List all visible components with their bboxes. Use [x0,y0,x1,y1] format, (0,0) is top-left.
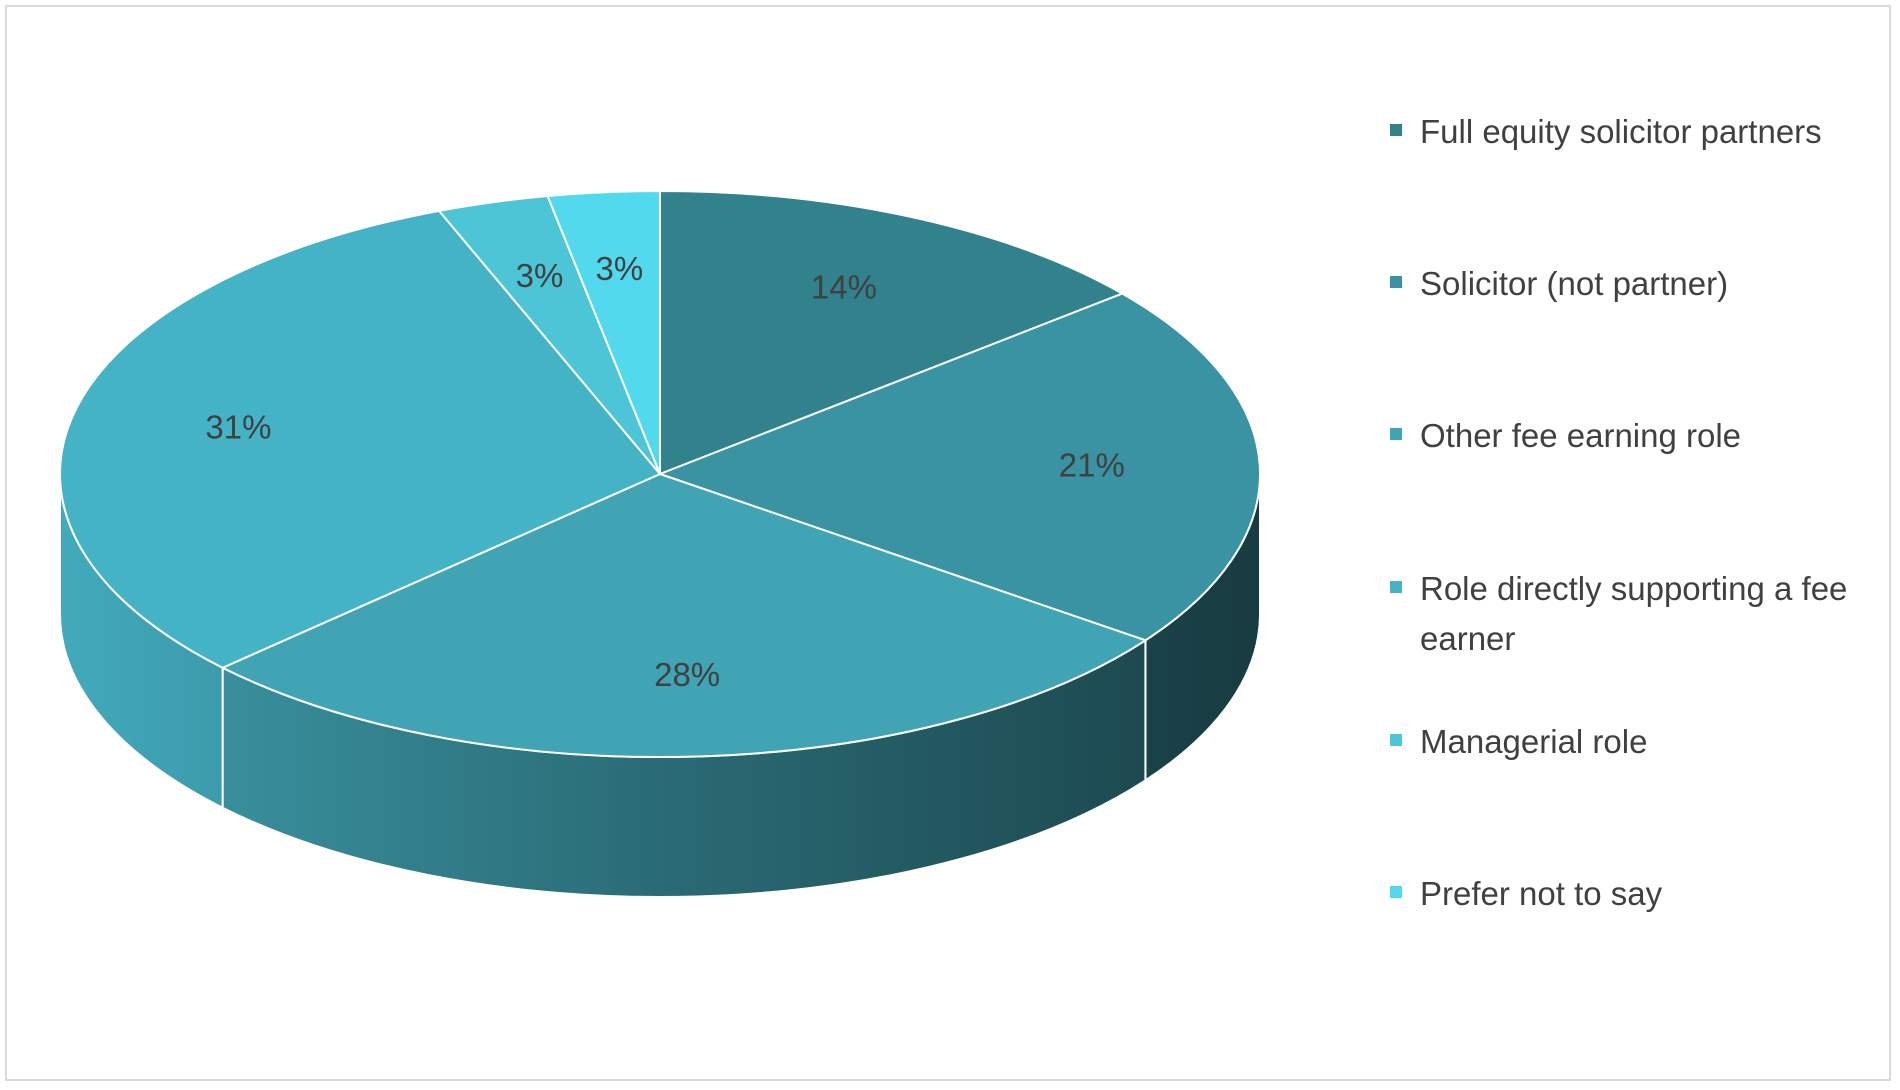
data-label: 31% [205,408,271,445]
legend-item: Managerial role [1390,717,1860,767]
data-label: 3% [595,250,643,287]
legend-swatch [1390,428,1402,440]
legend-label: Other fee earning role [1420,417,1742,454]
slice [546,189,661,475]
legend-label: Solicitor (not partner) [1420,265,1729,302]
legend-item: Other fee earning role [1390,411,1860,461]
legend-item: Full equity solicitor partners [1390,107,1860,157]
legend-swatch [1390,886,1402,898]
data-label: 3% [516,257,564,294]
slice [220,472,1148,758]
data-label: 28% [654,656,720,693]
legend-swatch [1390,276,1402,288]
legend-label: Full equity solicitor partners [1420,113,1822,150]
legend-swatch [1390,124,1402,136]
legend-swatch [1390,734,1402,746]
chart-frame [5,5,1891,1081]
legend-item: Prefer not to say [1390,869,1860,919]
legend-label: Managerial role [1420,723,1648,760]
legend-item: Solicitor (not partner) [1390,259,1860,309]
legend-label: Prefer not to say [1420,875,1663,912]
legend-swatch [1390,581,1402,593]
legend-label: Role directly supporting a fee earner [1420,570,1848,657]
slice [657,292,1261,642]
data-label: 21% [1059,446,1125,483]
slice [59,209,662,669]
legend-item: Role directly supporting a fee earner [1390,564,1860,664]
slice [659,189,1125,476]
data-label: 14% [811,268,877,305]
